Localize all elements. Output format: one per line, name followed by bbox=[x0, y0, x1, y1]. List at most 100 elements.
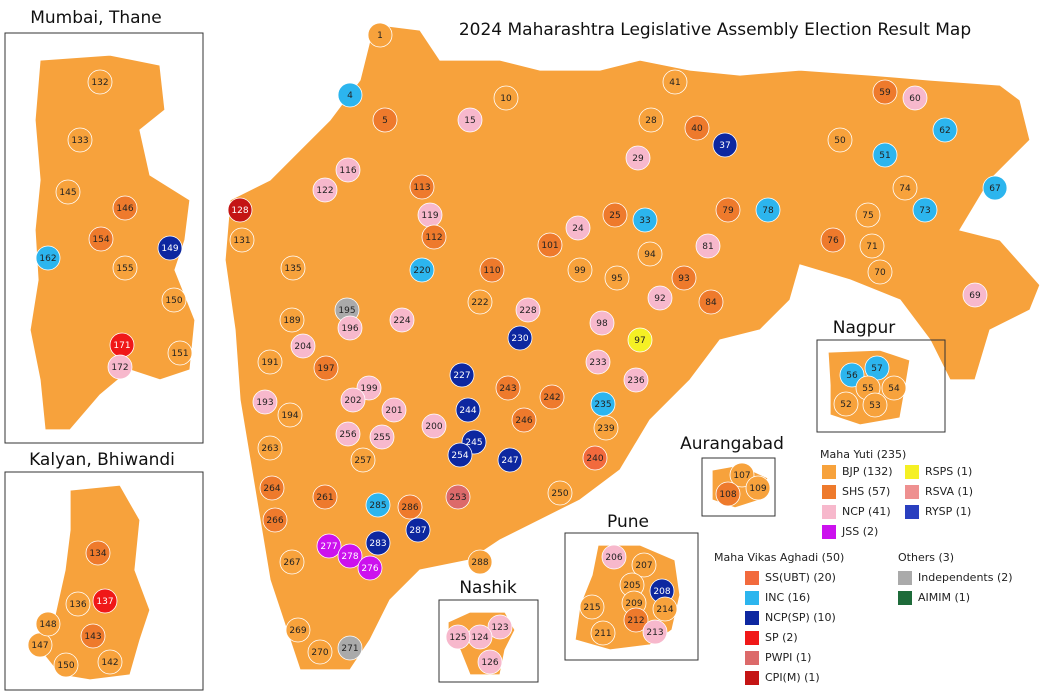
constituency-number: 215 bbox=[583, 603, 600, 613]
constituency-number: 108 bbox=[719, 490, 736, 500]
constituency-number: 208 bbox=[653, 587, 670, 597]
constituency bbox=[35, 245, 61, 271]
constituency-number: 28 bbox=[645, 116, 657, 126]
constituency-number: 67 bbox=[989, 184, 1000, 194]
constituency bbox=[405, 517, 431, 543]
constituency-number: 162 bbox=[39, 254, 56, 264]
constituency-number: 277 bbox=[320, 542, 337, 552]
constituency-number: 205 bbox=[623, 581, 640, 591]
constituency-number: 213 bbox=[646, 628, 663, 638]
constituency bbox=[833, 391, 859, 417]
constituency-number: 110 bbox=[483, 266, 500, 276]
constituency-number: 196 bbox=[341, 324, 358, 334]
legend-label: PWPI (1) bbox=[765, 651, 811, 664]
constituency-number: 191 bbox=[261, 358, 278, 368]
constituency bbox=[962, 282, 988, 308]
constituency-number: 243 bbox=[499, 384, 516, 394]
legend-label: SP (2) bbox=[765, 631, 798, 644]
constituency bbox=[589, 310, 615, 336]
constituency bbox=[97, 649, 123, 675]
constituency-number: 264 bbox=[263, 484, 280, 494]
constituency-number: 214 bbox=[656, 605, 673, 615]
constituency-number: 206 bbox=[605, 553, 622, 563]
inset-title: Mumbai, Thane bbox=[30, 8, 162, 28]
constituency-number: 134 bbox=[89, 549, 106, 559]
constituency-number: 236 bbox=[627, 376, 644, 386]
constituency-number: 242 bbox=[543, 393, 560, 403]
constituency bbox=[421, 224, 447, 250]
constituency-number: 112 bbox=[425, 233, 442, 243]
constituency bbox=[467, 289, 493, 315]
legend-label: SHS (57) bbox=[842, 485, 890, 498]
constituency-number: 207 bbox=[635, 561, 652, 571]
constituency-number: 51 bbox=[879, 151, 890, 161]
constituency-number: 263 bbox=[261, 444, 278, 454]
constituency bbox=[280, 255, 306, 281]
constituency bbox=[982, 175, 1008, 201]
constituency bbox=[862, 392, 888, 418]
constituency bbox=[381, 397, 407, 423]
constituency-number: 132 bbox=[91, 78, 108, 88]
constituency bbox=[892, 175, 918, 201]
constituency-number: 1 bbox=[377, 31, 383, 41]
constituency bbox=[712, 132, 738, 158]
constituency bbox=[157, 235, 183, 261]
constituency bbox=[350, 447, 376, 473]
constituency-number: 245 bbox=[465, 438, 482, 448]
constituency-number: 133 bbox=[71, 136, 88, 146]
constituency-number: 227 bbox=[453, 371, 470, 381]
constituency bbox=[65, 591, 91, 617]
constituency-number: 250 bbox=[551, 489, 568, 499]
constituency bbox=[445, 624, 471, 650]
constituency bbox=[262, 507, 288, 533]
constituency-number: 79 bbox=[722, 206, 734, 216]
legend-swatch bbox=[905, 505, 919, 519]
constituency bbox=[495, 375, 521, 401]
constituency bbox=[632, 207, 658, 233]
inset-title: Aurangabad bbox=[680, 434, 784, 454]
inset-title: Nashik bbox=[459, 578, 516, 598]
legend-swatch bbox=[898, 591, 912, 605]
constituency-number: 60 bbox=[909, 94, 921, 104]
legend-swatch bbox=[745, 591, 759, 605]
legend: Maha Yuti (235) BJP (132) SHS (57) NCP (41)… bbox=[714, 448, 1013, 685]
constituency bbox=[859, 233, 885, 259]
constituency bbox=[35, 611, 61, 637]
legend-swatch bbox=[745, 671, 759, 685]
constituency-number: 267 bbox=[283, 558, 300, 568]
constituency bbox=[312, 177, 338, 203]
constituency-number: 288 bbox=[471, 558, 488, 568]
constituency-number: 40 bbox=[691, 124, 703, 134]
constituency bbox=[167, 340, 193, 366]
constituency-number: 271 bbox=[341, 644, 358, 654]
constituency bbox=[445, 484, 471, 510]
legend-swatch bbox=[822, 465, 836, 479]
constituency bbox=[337, 543, 363, 569]
constituency bbox=[107, 354, 133, 380]
constituency bbox=[365, 492, 391, 518]
constituency bbox=[457, 107, 483, 133]
constituency bbox=[477, 649, 503, 675]
constituency bbox=[881, 375, 907, 401]
constituency-number: 228 bbox=[519, 306, 536, 316]
constituency bbox=[647, 285, 673, 311]
constituency bbox=[487, 614, 513, 640]
constituency-number: 69 bbox=[969, 291, 981, 301]
constituency-number: 269 bbox=[289, 626, 306, 636]
constituency bbox=[389, 307, 415, 333]
constituency-number: 172 bbox=[111, 363, 128, 373]
map-title: 2024 Maharashtra Legislative Assembly El… bbox=[459, 20, 971, 40]
constituency bbox=[337, 82, 363, 108]
constituency-number: 15 bbox=[464, 116, 475, 126]
constituency-number: 99 bbox=[574, 266, 586, 276]
constituency-number: 230 bbox=[511, 334, 528, 344]
constituency bbox=[625, 145, 651, 171]
constituency-number: 59 bbox=[879, 88, 891, 98]
constituency bbox=[601, 544, 627, 570]
constituency-number: 81 bbox=[702, 242, 713, 252]
constituency bbox=[279, 549, 305, 575]
constituency bbox=[257, 435, 283, 461]
constituency-number: 149 bbox=[161, 244, 178, 254]
constituency-number: 4 bbox=[347, 91, 353, 101]
constituency bbox=[715, 197, 741, 223]
